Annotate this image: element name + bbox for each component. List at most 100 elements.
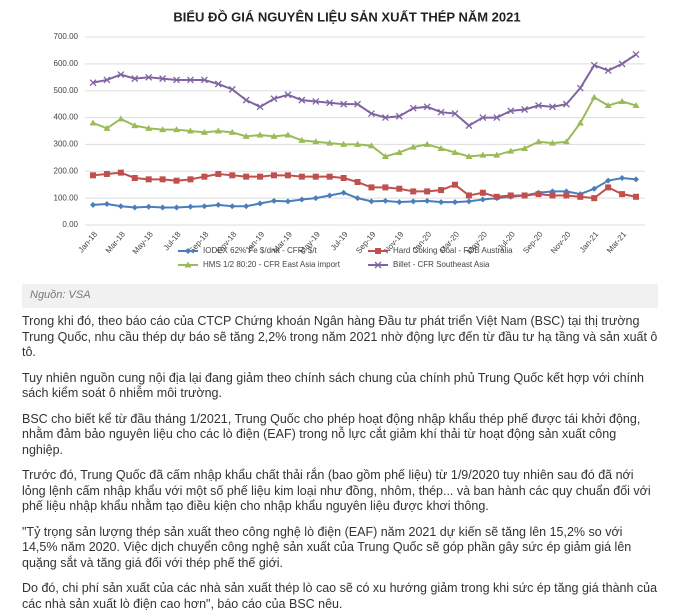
marker (479, 196, 486, 203)
marker (535, 102, 542, 109)
y-tick-label: 700.00 (54, 32, 79, 41)
marker (590, 93, 598, 100)
marker (229, 172, 236, 179)
marker (437, 144, 445, 151)
marker (228, 128, 236, 135)
marker (368, 110, 375, 118)
marker (507, 107, 515, 115)
marker (562, 138, 570, 145)
marker (382, 184, 389, 191)
marker (409, 104, 417, 112)
marker (605, 184, 612, 191)
marker (604, 101, 612, 108)
marker (312, 173, 319, 180)
marker (409, 143, 417, 150)
marker (271, 172, 277, 179)
marker (340, 175, 347, 181)
legend-label: HMS 1/2 80:20 - CFR East Asia import (203, 260, 341, 269)
marker (145, 176, 152, 183)
marker (367, 142, 375, 149)
marker (326, 99, 334, 107)
marker (465, 192, 472, 199)
marker (117, 71, 125, 79)
legend-marker (375, 248, 381, 254)
marker (257, 200, 264, 207)
marker (131, 75, 139, 83)
marker (576, 84, 584, 92)
marker (577, 193, 584, 200)
y-tick-label: 300.00 (54, 140, 79, 149)
marker (493, 193, 500, 200)
marker (521, 192, 528, 199)
marker (340, 140, 348, 147)
y-tick-label: 0.00 (62, 220, 78, 229)
marker (633, 176, 639, 183)
marker (103, 170, 110, 177)
marker (521, 106, 529, 113)
paragraph: BSC cho biết kể từ đầu tháng 1/2021, Tru… (22, 411, 641, 457)
marker (200, 76, 208, 84)
x-tick-label: May-18 (131, 229, 155, 256)
marker (465, 122, 473, 130)
marker (326, 192, 333, 199)
series-line (92, 176, 637, 209)
marker (410, 188, 417, 195)
x-tick-label: Mar-18 (104, 229, 128, 255)
marker (591, 185, 598, 192)
article: Trong khi đó, theo báo cáo của CTCP Chứn… (0, 308, 680, 612)
marker (354, 140, 362, 147)
marker (298, 196, 305, 203)
marker (549, 192, 556, 199)
y-tick-label: 200.00 (54, 166, 79, 175)
marker (89, 79, 97, 87)
marker (117, 115, 125, 122)
marker (535, 138, 543, 145)
y-tick-label: 600.00 (54, 59, 79, 68)
marker (604, 67, 612, 75)
marker (256, 131, 264, 138)
marker (632, 50, 640, 58)
marker (159, 75, 167, 83)
marker (465, 198, 472, 205)
marker (298, 173, 305, 180)
marker (382, 197, 389, 204)
marker (90, 201, 96, 208)
marker (479, 151, 487, 158)
marker (242, 132, 250, 139)
marker (396, 199, 403, 206)
marker (368, 184, 375, 191)
marker (437, 108, 445, 116)
x-tick-label: Sep-20 (521, 229, 545, 255)
marker (521, 144, 529, 151)
y-tick-label: 400.00 (54, 113, 79, 122)
paragraph: "Tỷ trọng sản lượng thép sản xuất theo c… (22, 524, 632, 570)
marker (368, 198, 375, 205)
marker (632, 101, 640, 108)
marker (424, 197, 431, 204)
marker (201, 203, 208, 210)
marker (117, 169, 124, 176)
marker (312, 195, 319, 202)
marker (493, 151, 501, 158)
marker (438, 199, 445, 206)
marker (381, 114, 389, 122)
marker (131, 204, 138, 211)
y-tick-label: 100.00 (54, 193, 79, 202)
x-tick-label: Jul-19 (329, 229, 350, 252)
marker (284, 172, 291, 179)
marker (214, 80, 222, 88)
marker (89, 119, 97, 126)
marker (535, 191, 542, 198)
marker (452, 181, 458, 188)
x-tick-label: Mar-21 (605, 229, 629, 255)
marker (131, 122, 139, 129)
page: BIỂU ĐỒ GIÁ NGUYÊN LIỆU SẢN XUẤT THÉP NĂ… (22, 9, 658, 611)
marker (215, 201, 222, 208)
legend-label: Billet - CFR Southeast Asia (393, 260, 490, 269)
legend-marker (374, 261, 382, 269)
marker (298, 136, 306, 143)
marker (563, 192, 570, 199)
marker (423, 103, 431, 111)
marker (605, 177, 612, 184)
marker (451, 148, 459, 155)
